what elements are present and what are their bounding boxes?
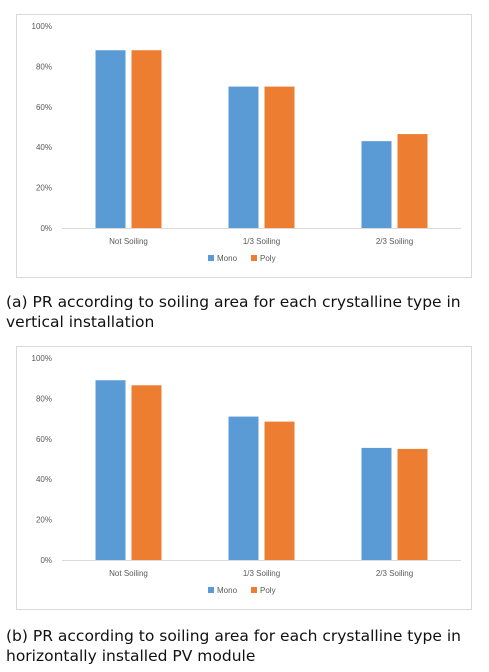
chart-a-xtick-label: 1/3 Soiling (243, 237, 280, 246)
chart-b-legend-label-poly: Poly (260, 586, 276, 595)
chart-a-bar-poly (397, 134, 428, 228)
chart-a-bar-poly (264, 86, 295, 228)
chart-a-legend-label-mono: Mono (217, 254, 238, 263)
chart-b-ytick-label: 60% (36, 435, 52, 444)
chart-b-legend-swatch-mono (208, 587, 214, 593)
chart-a-ytick-label: 0% (40, 224, 52, 233)
chart-a-ytick-label: 20% (36, 184, 52, 193)
caption-a: (a) PR according to soiling area for eac… (6, 293, 461, 331)
chart-a-legend-swatch-poly (251, 255, 257, 261)
chart-a-ytick-label: 40% (36, 143, 52, 152)
chart-a-bar-mono (228, 86, 259, 228)
caption-b: (b) PR according to soiling area for eac… (6, 627, 461, 665)
chart-b-ytick-label: 100% (32, 354, 52, 363)
chart-a-legend-swatch-mono (208, 255, 214, 261)
chart-b: 0% 20% 40% 60% 80% 100% Not Soiling 1/3 Soiling… (16, 346, 472, 610)
chart-b-xtick-label: Not Soiling (109, 569, 148, 578)
chart-b-ytick-label: 0% (40, 556, 52, 565)
chart-b-xtick-label: 1/3 Soiling (243, 569, 280, 578)
chart-a-ytick-label: 60% (36, 103, 52, 112)
chart-b-legend-swatch-poly (251, 587, 257, 593)
chart-a-xtick-label: Not Soiling (109, 237, 148, 246)
chart-b-bar-poly (264, 421, 295, 560)
chart-b-ytick-label: 80% (36, 394, 52, 403)
chart-a-ytick-label: 80% (36, 62, 52, 71)
chart-b-bar-poly (397, 448, 428, 560)
chart-b-svg: 0% 20% 40% 60% 80% 100% Not Soiling 1/3 Soiling… (32, 354, 461, 595)
chart-a-bar-mono (95, 50, 126, 228)
chart-b-bar-mono (361, 447, 392, 560)
chart-b-bar-mono (228, 416, 259, 560)
chart-a: 0% 20% 40% 60% 80% 100% Not Soiling 1/3 Soiling… (16, 14, 472, 278)
chart-b-ytick-label: 40% (36, 475, 52, 484)
chart-b-legend-label-mono: Mono (217, 586, 238, 595)
chart-b-ytick-label: 20% (36, 516, 52, 525)
chart-a-legend-label-poly: Poly (260, 254, 276, 263)
chart-a-xtick-label: 2/3 Soiling (376, 237, 413, 246)
chart-b-bar-mono (95, 380, 126, 560)
chart-a-ytick-label: 100% (32, 22, 52, 31)
chart-a-bar-poly (131, 50, 162, 228)
chart-b-xtick-label: 2/3 Soiling (376, 569, 413, 578)
chart-a-svg: 0% 20% 40% 60% 80% 100% Not Soiling 1/3 Soiling… (32, 22, 461, 263)
chart-a-bar-mono (361, 141, 392, 228)
chart-b-bar-poly (131, 385, 162, 560)
